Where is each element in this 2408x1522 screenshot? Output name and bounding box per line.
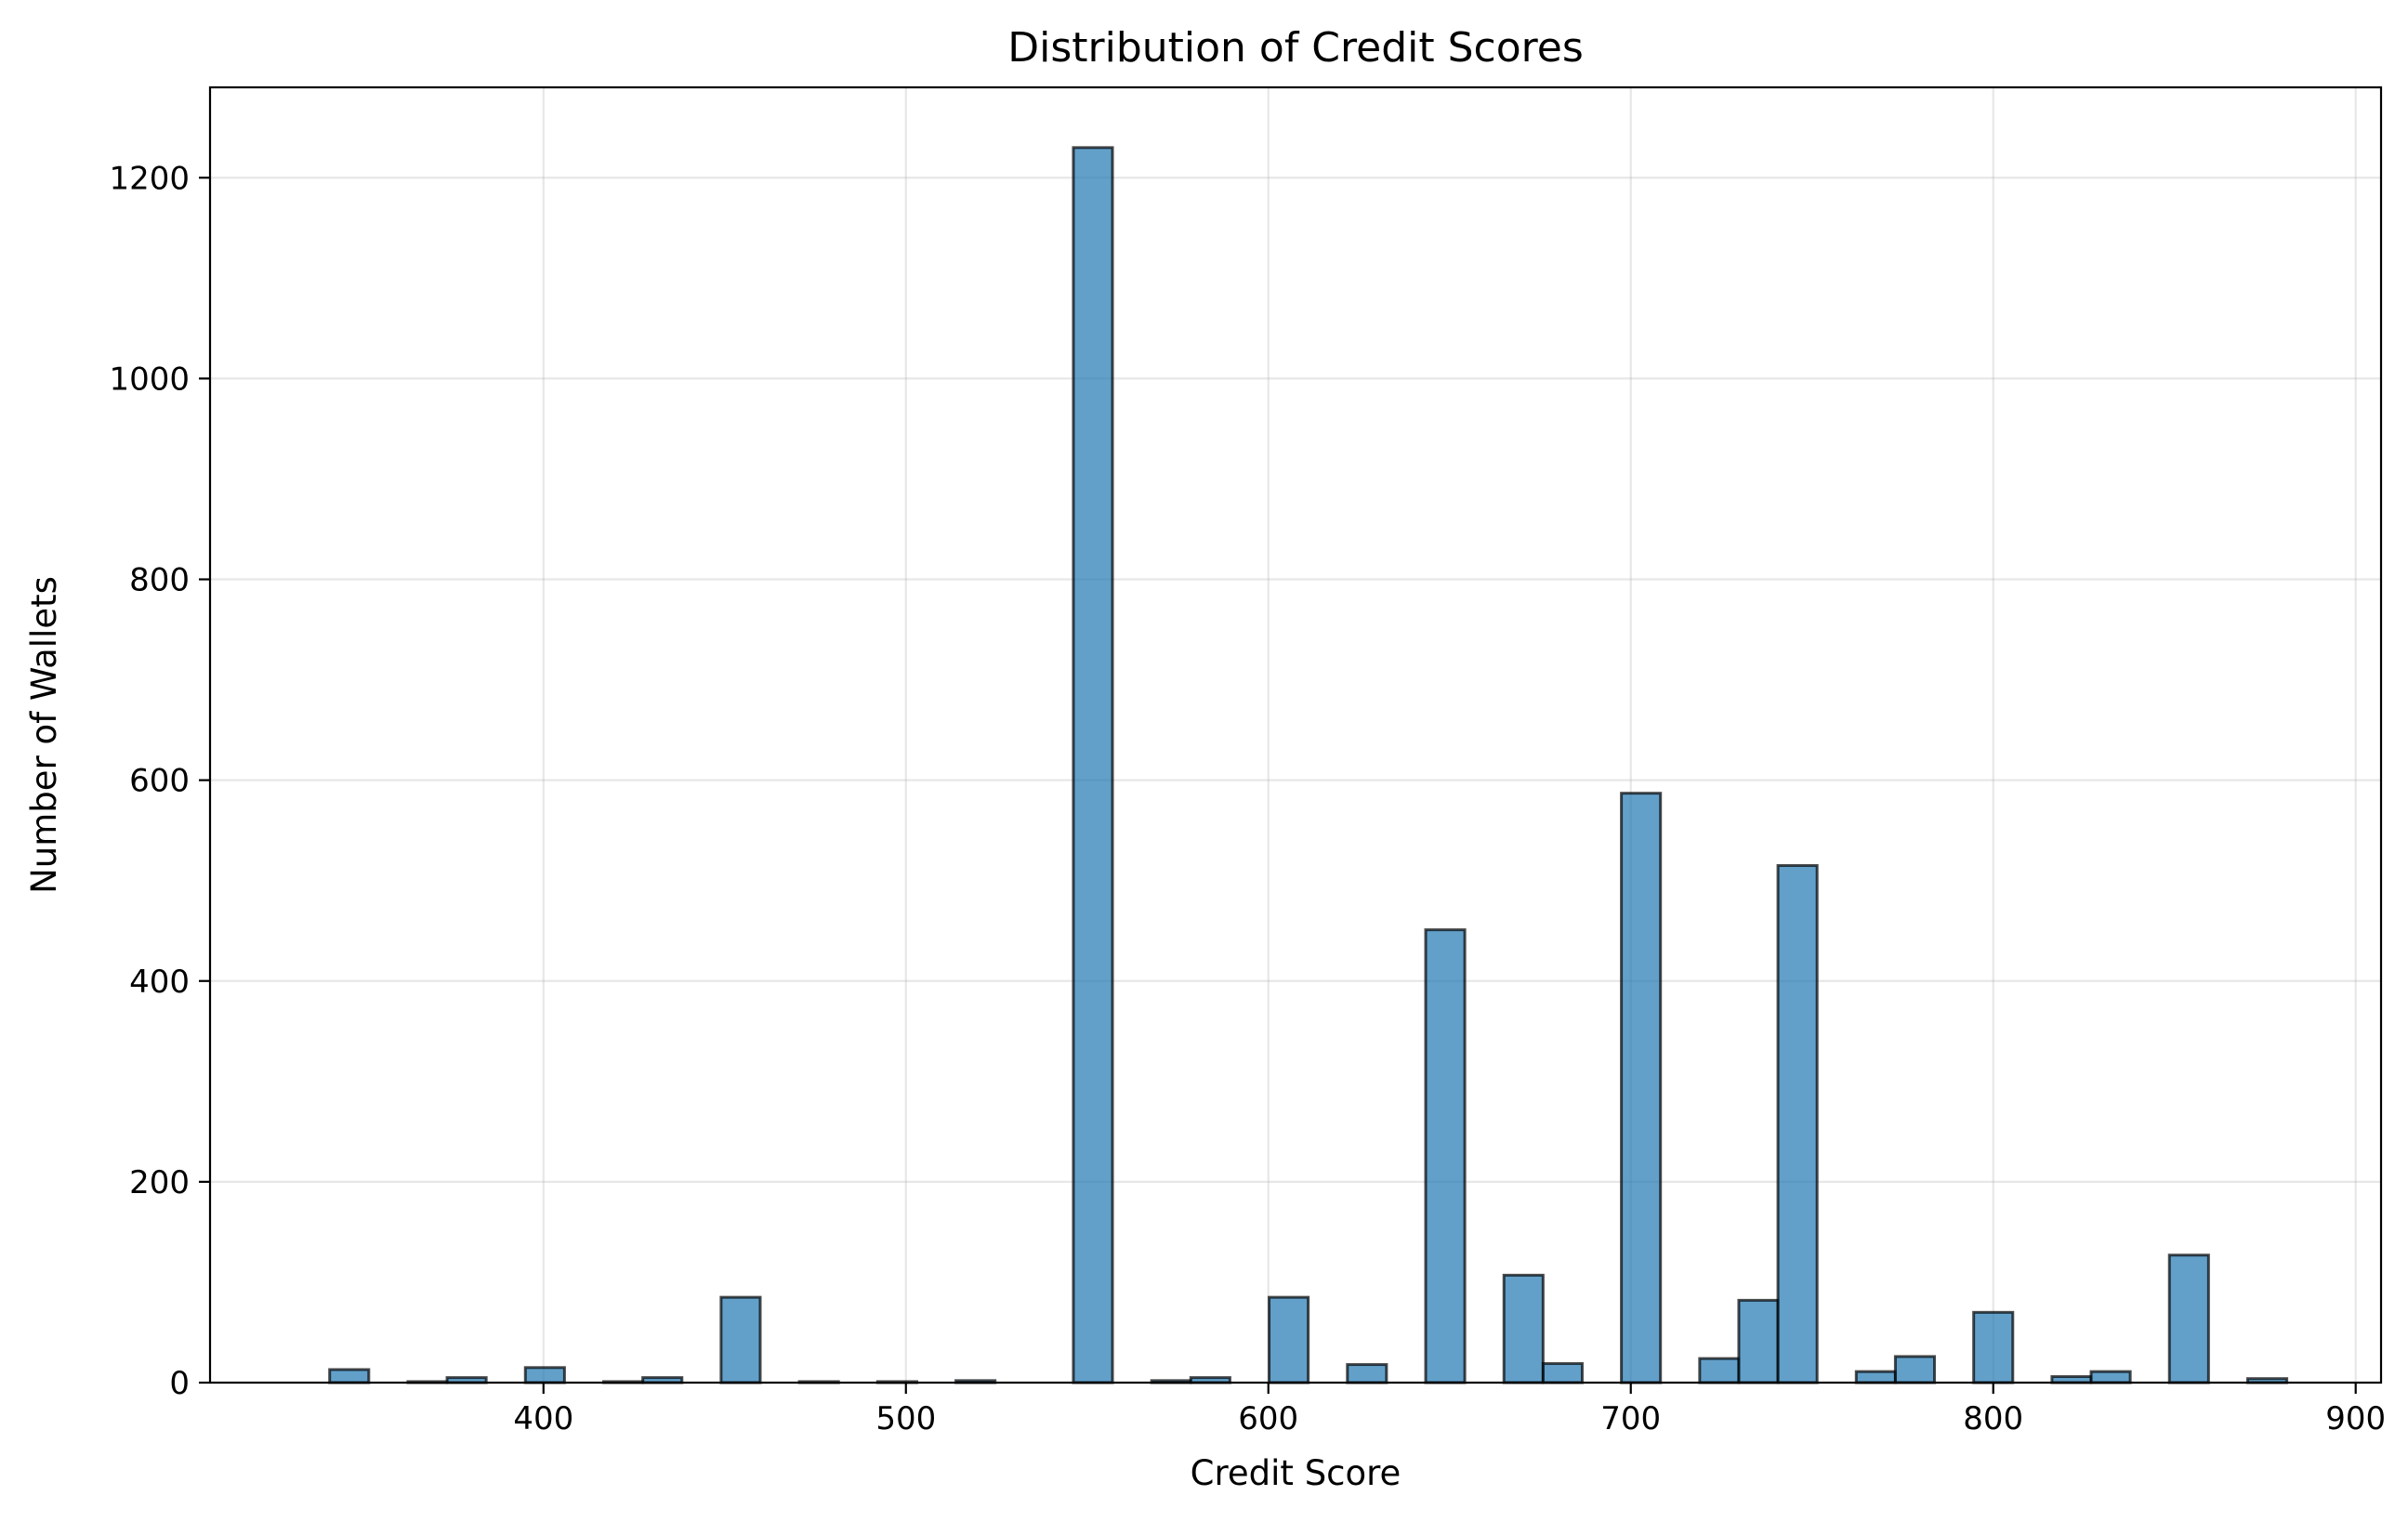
axis-ticks: 400 500 600 700 800 900 0 200 400 600 800 1000 1200: [109, 160, 2386, 1437]
plot-frame: [208, 85, 2383, 1384]
histogram-bar: [1346, 1363, 1388, 1384]
x-tick-label: 400: [513, 1400, 573, 1437]
histogram-bar: [1072, 146, 1114, 1384]
histogram-bar: [1776, 863, 1819, 1384]
histogram-bar: [1972, 1310, 2015, 1384]
histogram-bar: [1854, 1370, 1897, 1384]
histogram-bar: [1620, 792, 1663, 1384]
histogram-bar: [2167, 1253, 2210, 1384]
x-tick-label: 900: [2325, 1400, 2386, 1437]
y-tick-label: 600: [129, 763, 190, 800]
grid-lines: [210, 87, 2381, 1384]
histogram-bar: [1502, 1273, 1545, 1384]
histogram-bar: [1268, 1295, 1310, 1384]
x-tick-label: 700: [1600, 1400, 1661, 1437]
y-axis-title: Number of Wallets: [24, 576, 64, 894]
histogram-bar: [328, 1368, 371, 1384]
y-tick-label: 1200: [109, 160, 190, 197]
y-tick-label: 200: [129, 1164, 190, 1201]
histogram-bar: [719, 1295, 762, 1384]
y-tick-label: 0: [169, 1365, 190, 1402]
x-axis-title: Credit Score: [1191, 1453, 1401, 1493]
y-tick-label: 400: [129, 964, 190, 1001]
y-tick-label: 1000: [109, 361, 190, 398]
histogram-bar: [1737, 1298, 1780, 1384]
x-tick-label: 600: [1238, 1400, 1298, 1437]
histogram-bar: [1541, 1361, 1584, 1384]
histogram-bar: [1424, 928, 1467, 1384]
histogram-bar: [2089, 1370, 2132, 1384]
histogram-bar: [1698, 1357, 1741, 1384]
x-tick-label: 800: [1963, 1400, 2023, 1437]
x-tick-label: 500: [875, 1400, 936, 1437]
y-tick-label: 800: [129, 562, 190, 599]
histogram-bar: [1893, 1355, 1937, 1384]
histogram-bar: [523, 1366, 566, 1384]
chart-title: Distribution of Credit Scores: [1007, 24, 1584, 72]
